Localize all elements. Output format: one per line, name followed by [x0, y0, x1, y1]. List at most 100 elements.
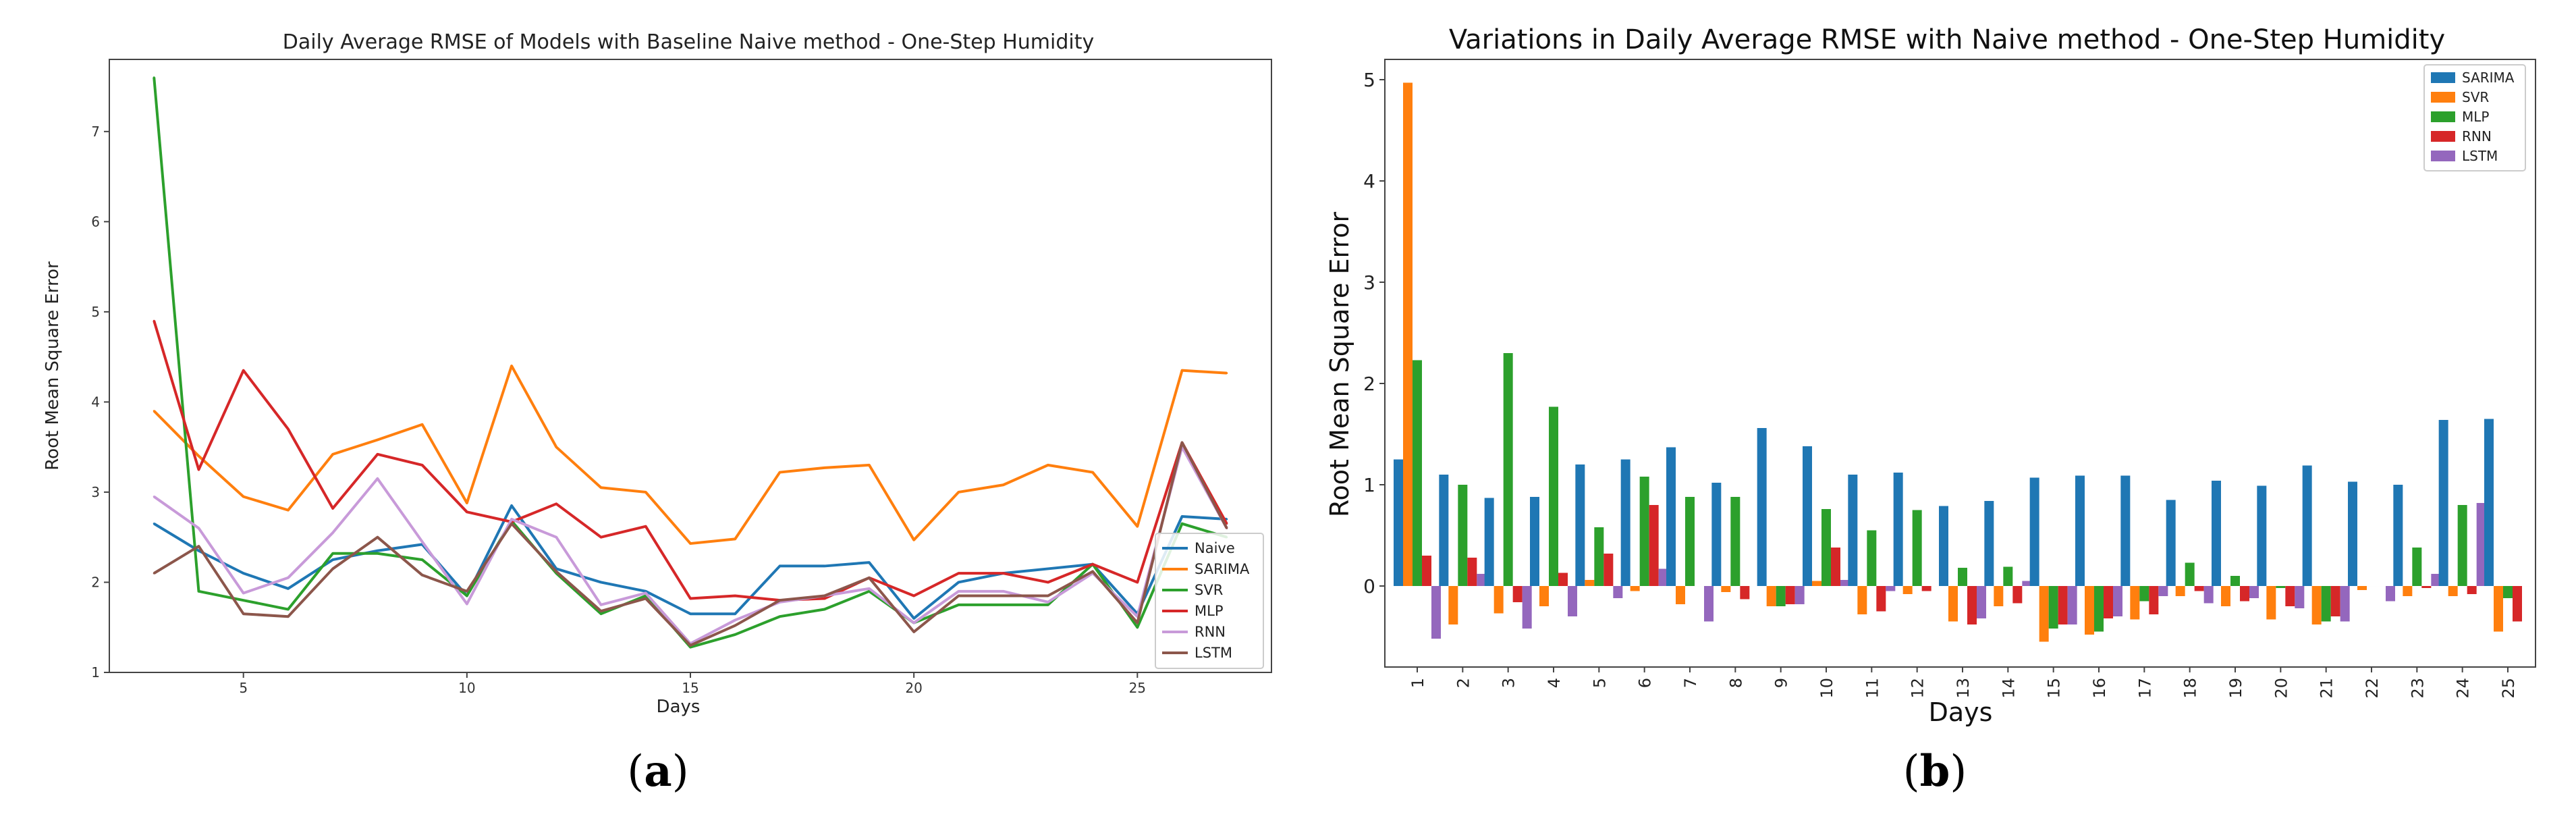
chart-b-bar-lstm	[1431, 586, 1441, 639]
chart-a-ytick-label: 4	[91, 394, 100, 410]
chart-b-xtick-label: 14	[1999, 678, 2018, 699]
chart-a-point-svr	[868, 590, 871, 593]
chart-a-point-lstm	[645, 597, 647, 600]
chart-b-bar-mlp	[1776, 586, 1786, 606]
chart-a-point-lstm	[421, 574, 424, 577]
chart-b-bar-mlp	[1594, 527, 1604, 586]
chart-b-xtick-label: 24	[2454, 678, 2473, 699]
chart-b-bar-sarima	[2484, 419, 2494, 586]
chart-b-bar-lstm	[1794, 586, 1805, 604]
chart-a-point-mlp	[957, 572, 960, 575]
chart-b-xtick-label: 7	[1681, 678, 1700, 688]
chart-a-point-svr	[466, 595, 468, 597]
chart-b-xtick-label: 20	[2272, 678, 2291, 699]
chart-a-point-svr	[600, 612, 603, 615]
chart-b-bar-svr	[1448, 586, 1458, 624]
chart-a-point-sarima	[1091, 471, 1094, 474]
chart-a-xtick-label: 5	[239, 680, 248, 696]
chart-b-bar-svr	[2311, 586, 2322, 624]
chart-a-point-rnn	[376, 477, 379, 480]
chart-b-bar-lstm	[2476, 503, 2486, 586]
chart-a-point-sarima	[645, 491, 647, 494]
chart-a-point-svr	[287, 608, 290, 611]
chart-b-xtick-label: 25	[2499, 678, 2518, 699]
chart-a-point-sarima	[823, 467, 826, 469]
chart-a-point-sarima	[555, 446, 557, 448]
chart-a-ytick-label: 5	[91, 304, 100, 320]
chart-b-bar-rnn	[1921, 586, 1931, 591]
chart-a-point-rnn	[466, 603, 468, 606]
chart-a-point-lstm	[197, 545, 200, 548]
chart-a-point-svr	[1181, 523, 1184, 525]
chart-a-point-sarima	[510, 365, 513, 367]
chart-b-bar-svr	[1403, 82, 1413, 586]
chart-b-xtick-label: 18	[2181, 678, 2200, 699]
chart-a-point-lstm	[287, 615, 290, 618]
chart-b-xtick-label: 10	[1817, 678, 1836, 699]
chart-a-point-mlp	[287, 427, 290, 430]
chart-a-point-lstm	[1136, 622, 1139, 624]
chart-b-bar-svr	[1812, 581, 1821, 586]
caption-a-open: (	[627, 747, 644, 797]
chart-b-bar-lstm	[1658, 568, 1668, 586]
chart-a-point-sarima	[1136, 525, 1139, 528]
chart-b-bar-rnn	[1876, 586, 1886, 612]
chart-a-point-sarima	[197, 455, 200, 458]
chart-b-xtick-label: 12	[1909, 678, 1927, 699]
chart-b-ytick-label: 1	[1363, 474, 1375, 496]
chart-a-point-svr	[689, 646, 692, 649]
chart-a-ytick-label: 3	[91, 484, 100, 500]
chart-a-point-rnn	[868, 587, 871, 590]
chart-a-point-svr	[1002, 604, 1005, 606]
chart-b-bar-lstm	[2249, 586, 2259, 598]
chart-b-bar-sarima	[1939, 506, 1948, 586]
chart-b-bar-svr	[1902, 586, 1913, 594]
chart-a-point-svr	[1136, 626, 1139, 629]
chart-a-point-lstm	[600, 610, 603, 612]
chart-b-legend-box	[2423, 64, 2526, 171]
chart-b-bar-lstm	[2386, 586, 2395, 602]
chart-b-bar-sarima	[2075, 475, 2085, 586]
caption-b-letter: b	[1920, 746, 1950, 797]
chart-b-bar-rnn	[1831, 548, 1840, 586]
chart-b-xtick-label: 21	[2318, 678, 2336, 699]
chart-b-bar-mlp	[2094, 586, 2104, 632]
chart-a-point-lstm	[778, 599, 781, 602]
chart-a-point-naive	[510, 504, 513, 507]
chart-b-bar-lstm	[2067, 586, 2077, 624]
chart-a-point-rnn	[1002, 590, 1005, 593]
chart-b-bar-sarima	[2120, 475, 2131, 586]
chart-a-point-sarima	[331, 453, 334, 456]
chart-b-legend-label: SARIMA	[2462, 70, 2515, 86]
chart-b-bar-svr	[1766, 586, 1776, 606]
chart-b-xtick-label: 8	[1726, 678, 1745, 688]
chart-a-point-mlp	[331, 507, 334, 510]
chart-b-bar-rnn	[2149, 586, 2159, 614]
chart-a-xtick-label: 25	[1129, 680, 1146, 696]
chart-b-bar-rnn	[2058, 586, 2068, 624]
chart-b-bar-sarima	[2302, 465, 2312, 586]
chart-a-point-mlp	[1136, 581, 1139, 583]
caption-b: (b)	[1903, 746, 1967, 797]
chart-a-ytick-label: 6	[91, 213, 100, 230]
chart-b-bar-lstm	[2203, 586, 2214, 604]
chart-b-bar-svr	[1948, 586, 1958, 622]
chart-b-xtick-label: 23	[2408, 678, 2427, 699]
chart-a-point-sarima	[1002, 483, 1005, 486]
chart-b-bar-mlp	[1821, 509, 1831, 586]
chart-a-point-sarima	[778, 471, 781, 474]
chart-b-bar-svr	[2266, 586, 2276, 620]
chart-b-bar-rnn	[2330, 586, 2340, 616]
chart-a-legend-label: Naive	[1195, 540, 1235, 556]
chart-b-bar-svr	[2448, 586, 2458, 596]
chart-a-point-lstm	[242, 612, 245, 615]
chart-b-bar-svr	[2175, 586, 2185, 596]
chart-b-bar-mlp	[1958, 568, 1967, 586]
chart-a-point-rnn	[510, 518, 513, 521]
chart-b-bar-sarima	[1394, 459, 1403, 586]
chart-a-point-mlp	[1226, 523, 1228, 525]
chart-a-point-mlp	[466, 510, 468, 513]
chart-a-point-mlp	[645, 525, 647, 528]
chart-b-bar-rnn	[1785, 586, 1795, 604]
chart-b-xtick-label: 17	[2135, 678, 2154, 699]
